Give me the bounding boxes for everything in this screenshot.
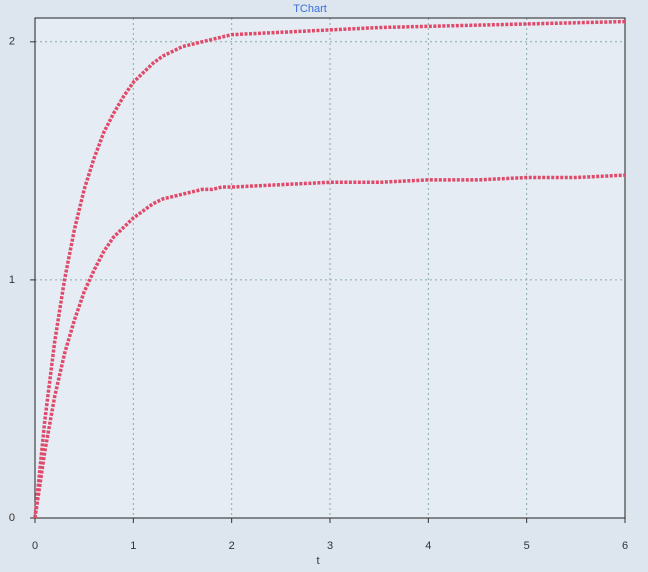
- x-axis-label: t: [316, 555, 319, 567]
- x-tick-label: 0: [32, 540, 38, 552]
- y-tick-label: 2: [9, 36, 15, 48]
- x-tick-label: 1: [130, 540, 136, 552]
- y-tick-label: 1: [9, 274, 15, 286]
- x-tick-label: 3: [327, 540, 333, 552]
- chart-title: TChart: [293, 3, 327, 15]
- x-tick-label: 4: [425, 540, 431, 552]
- y-tick-label: 0: [9, 512, 15, 524]
- data-line: [33, 19, 626, 519]
- x-tick-label: 5: [524, 540, 530, 552]
- data-line: [33, 173, 626, 519]
- x-tick-label: 2: [229, 540, 235, 552]
- plot-frame: [34, 17, 626, 519]
- x-tick-label: 6: [622, 540, 628, 552]
